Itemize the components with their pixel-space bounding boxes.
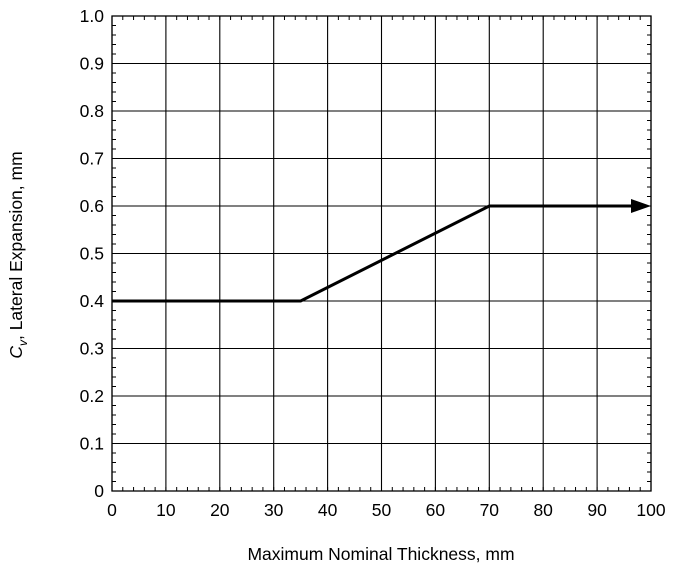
x-tick-label: 40 (318, 500, 338, 520)
y-tick-label: 0 (94, 481, 104, 501)
plot-frame (111, 15, 652, 492)
y-tick-label: 0.1 (80, 434, 104, 454)
grid (111, 15, 652, 492)
series-arrowhead (631, 199, 651, 213)
x-tick-label: 10 (156, 500, 176, 520)
y-axis-title-text: , Lateral Expansion, mm (6, 151, 26, 340)
y-tick-label: 0.2 (80, 386, 104, 406)
x-tick-label: 90 (587, 500, 607, 520)
y-tick-label: 1.0 (80, 6, 105, 26)
y-tick-label: 0.4 (80, 291, 105, 311)
x-axis-title: Maximum Nominal Thickness, mm (247, 544, 514, 564)
y-axis-title-symbol: C (6, 346, 26, 359)
x-tick-label: 80 (533, 500, 553, 520)
x-tick-label: 60 (426, 500, 446, 520)
x-tick-label: 0 (107, 500, 117, 520)
series-layer (112, 199, 651, 303)
y-axis-tick-labels: 0 0.1 0.2 0.3 0.4 0.5 0.6 0.7 0.8 0.9 1.0 (80, 6, 105, 501)
x-tick-label: 20 (210, 500, 230, 520)
series-line (112, 204, 637, 303)
x-tick-label: 100 (636, 500, 665, 520)
x-tick-label: 30 (264, 500, 284, 520)
y-tick-label: 0.9 (80, 54, 104, 74)
y-tick-label: 0.6 (80, 196, 104, 216)
y-axis-title: Cv, Lateral Expansion, mm (6, 151, 30, 358)
x-tick-label: 50 (372, 500, 392, 520)
y-axis-title-subscript: v (16, 339, 30, 346)
x-tick-label: 70 (480, 500, 500, 520)
y-tick-label: 0.5 (80, 244, 104, 264)
y-tick-label: 0.3 (80, 339, 104, 359)
y-tick-label: 0.7 (80, 149, 104, 169)
y-tick-label: 0.8 (80, 101, 104, 121)
x-axis-tick-labels: 0 10 20 30 40 50 60 70 80 90 100 (107, 500, 666, 520)
